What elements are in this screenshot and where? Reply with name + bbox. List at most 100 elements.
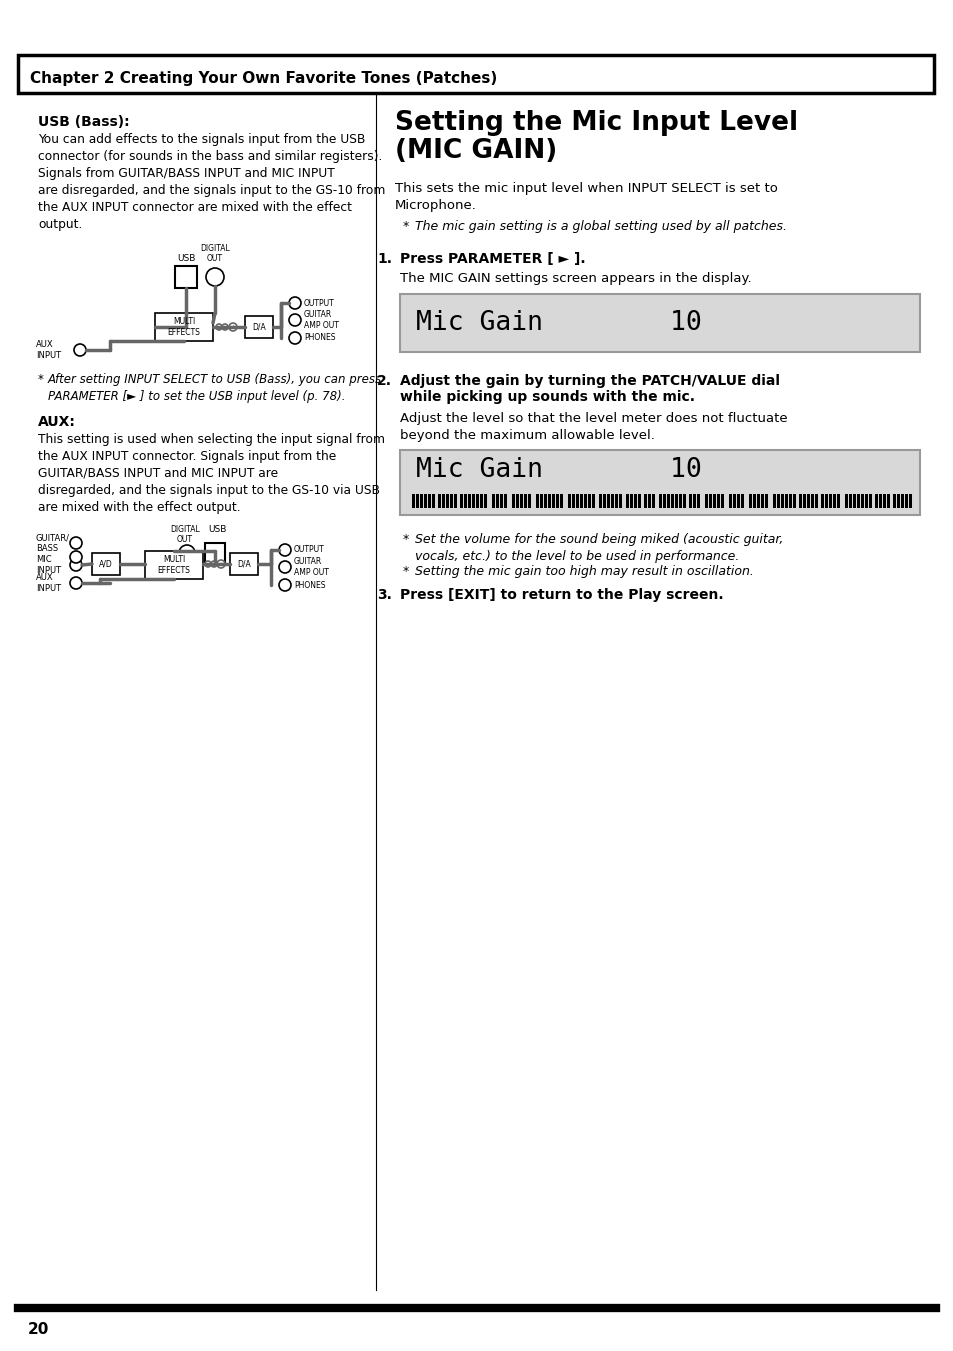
- Bar: [679, 494, 681, 508]
- Bar: [740, 494, 743, 508]
- Bar: [752, 494, 755, 508]
- Bar: [399, 295, 919, 353]
- Circle shape: [289, 332, 301, 345]
- Bar: [814, 494, 817, 508]
- Text: PHONES: PHONES: [294, 581, 325, 589]
- Bar: [598, 494, 601, 508]
- Text: AUX
INPUT: AUX INPUT: [36, 340, 61, 359]
- Bar: [659, 494, 661, 508]
- Bar: [848, 494, 851, 508]
- Bar: [512, 494, 515, 508]
- Bar: [634, 494, 637, 508]
- Text: Set the volume for the sound being miked (acoustic guitar,
vocals, etc.) to the : Set the volume for the sound being miked…: [415, 534, 782, 563]
- Bar: [463, 494, 467, 508]
- Text: GUITAR
AMP OUT: GUITAR AMP OUT: [294, 558, 329, 577]
- Circle shape: [211, 561, 216, 567]
- Text: USB: USB: [208, 526, 226, 534]
- Bar: [428, 494, 431, 508]
- Bar: [802, 494, 805, 508]
- Bar: [472, 494, 475, 508]
- Text: Mic Gain        10: Mic Gain 10: [416, 457, 701, 484]
- Text: Setting the mic gain too high may result in oscillation.: Setting the mic gain too high may result…: [415, 565, 753, 578]
- Bar: [454, 494, 456, 508]
- Bar: [874, 494, 877, 508]
- Text: D/A: D/A: [237, 559, 251, 569]
- Bar: [174, 266, 196, 288]
- Circle shape: [70, 536, 82, 549]
- Bar: [556, 494, 558, 508]
- Bar: [720, 494, 723, 508]
- Bar: [412, 494, 415, 508]
- Circle shape: [215, 324, 222, 330]
- Circle shape: [179, 544, 194, 561]
- Circle shape: [70, 577, 82, 589]
- Bar: [844, 494, 847, 508]
- Bar: [781, 494, 783, 508]
- Bar: [567, 494, 571, 508]
- Text: OUTPUT: OUTPUT: [294, 546, 324, 554]
- Text: Adjust the level so that the level meter does not fluctuate
beyond the maximum a: Adjust the level so that the level meter…: [399, 412, 787, 442]
- Text: 1.: 1.: [376, 253, 392, 266]
- Bar: [824, 494, 827, 508]
- Bar: [792, 494, 795, 508]
- Text: The MIC GAIN settings screen appears in the display.: The MIC GAIN settings screen appears in …: [399, 272, 751, 285]
- Bar: [832, 494, 835, 508]
- Bar: [784, 494, 787, 508]
- Bar: [592, 494, 595, 508]
- Bar: [583, 494, 586, 508]
- Text: Adjust the gain by turning the PATCH/VALUE dial: Adjust the gain by turning the PATCH/VAL…: [399, 374, 780, 388]
- Bar: [772, 494, 775, 508]
- Bar: [799, 494, 801, 508]
- Bar: [712, 494, 716, 508]
- Bar: [836, 494, 840, 508]
- Bar: [496, 494, 498, 508]
- Bar: [527, 494, 531, 508]
- Bar: [479, 494, 482, 508]
- Text: *: *: [402, 220, 409, 232]
- Circle shape: [205, 561, 211, 567]
- Text: while picking up sounds with the mic.: while picking up sounds with the mic.: [399, 390, 695, 404]
- Bar: [154, 313, 213, 340]
- Bar: [499, 494, 502, 508]
- Bar: [468, 494, 471, 508]
- Bar: [492, 494, 495, 508]
- Bar: [828, 494, 831, 508]
- Circle shape: [222, 324, 228, 330]
- Bar: [536, 494, 538, 508]
- Text: (MIC GAIN): (MIC GAIN): [395, 138, 557, 163]
- Bar: [806, 494, 809, 508]
- Bar: [625, 494, 628, 508]
- Bar: [892, 494, 895, 508]
- Text: AUX:: AUX:: [38, 415, 76, 430]
- Bar: [18, 55, 933, 93]
- Bar: [587, 494, 590, 508]
- Bar: [682, 494, 685, 508]
- Bar: [552, 494, 555, 508]
- Circle shape: [289, 313, 301, 326]
- Bar: [416, 494, 418, 508]
- Bar: [757, 494, 760, 508]
- Text: 20: 20: [28, 1323, 50, 1337]
- Bar: [810, 494, 813, 508]
- Bar: [675, 494, 678, 508]
- Bar: [852, 494, 855, 508]
- Bar: [643, 494, 646, 508]
- Circle shape: [229, 323, 236, 331]
- Bar: [629, 494, 633, 508]
- Bar: [868, 494, 871, 508]
- Bar: [748, 494, 751, 508]
- Text: +: +: [218, 562, 223, 566]
- Bar: [861, 494, 863, 508]
- Bar: [896, 494, 899, 508]
- Bar: [760, 494, 763, 508]
- Text: Setting the Mic Input Level: Setting the Mic Input Level: [395, 109, 798, 136]
- Text: This sets the mic input level when INPUT SELECT is set to
Microphone.: This sets the mic input level when INPUT…: [395, 182, 777, 212]
- Circle shape: [70, 551, 82, 563]
- Bar: [697, 494, 700, 508]
- Text: DIGITAL
OUT: DIGITAL OUT: [200, 243, 230, 263]
- Bar: [516, 494, 518, 508]
- Bar: [692, 494, 696, 508]
- Bar: [606, 494, 609, 508]
- Bar: [437, 494, 440, 508]
- Bar: [670, 494, 673, 508]
